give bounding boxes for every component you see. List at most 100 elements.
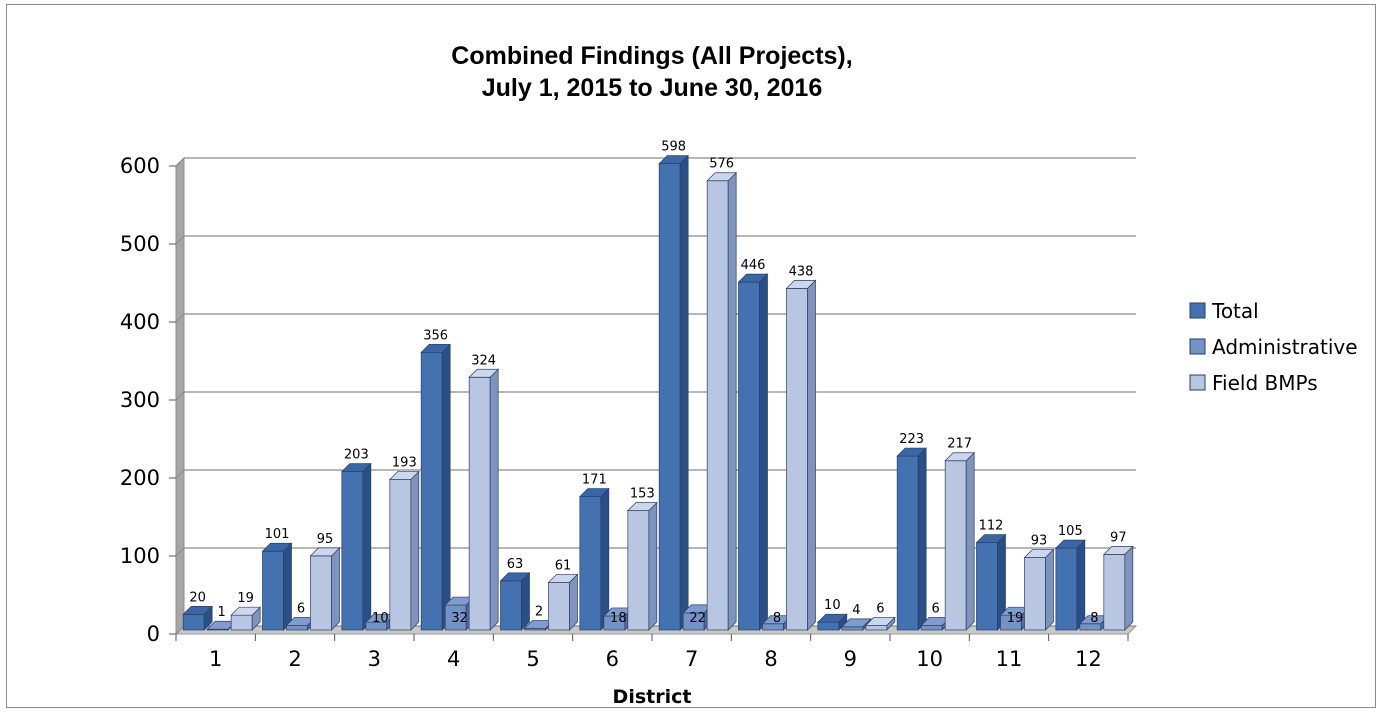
bar-top (1102, 545, 1134, 555)
bar-side (727, 171, 737, 631)
data-label: 112 (979, 519, 1004, 534)
bar-front (310, 555, 332, 631)
bar-front (627, 510, 650, 631)
data-label: 438 (789, 264, 814, 279)
data-label: 446 (741, 258, 766, 273)
bar-front (1055, 547, 1078, 631)
bar-field-bmps-district-7 (706, 171, 738, 631)
gridline-depth (175, 313, 185, 323)
bar-field-bmps-district-3 (388, 470, 420, 631)
chart-frame (6, 4, 1376, 708)
bar-front (944, 460, 967, 631)
bar-front (548, 582, 570, 631)
bar-front (658, 163, 681, 631)
x-tick-label: 12 (1075, 647, 1102, 671)
data-label: 61 (555, 558, 572, 573)
data-label: 598 (661, 140, 686, 155)
bar-side (648, 501, 658, 631)
bar-side (1045, 548, 1054, 631)
bar-total-district-6 (578, 487, 610, 631)
bar-front (286, 624, 308, 631)
bar-field-bmps-district-8 (785, 279, 817, 631)
legend-swatch (1189, 338, 1206, 355)
data-label: 19 (1007, 611, 1024, 626)
bar-total-district-2 (261, 542, 293, 631)
bar-side (965, 451, 975, 631)
bar-administrative-district-6 (602, 607, 634, 631)
data-label: 6 (297, 601, 305, 616)
y-tick-label: 200 (120, 466, 160, 490)
bar-field-bmps-district-4 (468, 368, 500, 631)
bar-top (499, 572, 531, 582)
bar-front (920, 624, 943, 631)
bar-top (896, 447, 928, 457)
gridline-depth (175, 235, 185, 245)
bar-top (468, 368, 500, 378)
chart-title: Combined Findings (All Projects), July 1… (451, 42, 852, 102)
x-tick-label: 1 (209, 647, 222, 671)
bar-field-bmps-district-5 (547, 573, 579, 631)
bar-front (738, 281, 760, 631)
data-label: 10 (372, 611, 389, 626)
bar-top (309, 547, 341, 557)
bar-front (262, 550, 284, 631)
y-tick-label: 0 (147, 622, 160, 646)
data-label: 8 (773, 611, 781, 626)
bar-top (706, 172, 738, 182)
data-label: 20 (189, 590, 206, 605)
bar-top (547, 574, 579, 583)
bar-side (759, 273, 768, 631)
legend-swatch (1189, 302, 1206, 319)
bar-top (182, 606, 214, 615)
data-label: 576 (709, 157, 734, 172)
legend-swatch (1189, 374, 1206, 391)
y-tick-label: 400 (120, 310, 160, 334)
x-tick-label: 5 (526, 647, 539, 671)
legend-label: Administrative (1212, 335, 1358, 359)
x-tick-label: 9 (844, 647, 857, 671)
legend: Total Administrative Field BMPs (1189, 299, 1358, 395)
data-label: 153 (630, 487, 655, 502)
x-tick-label: 4 (447, 647, 460, 671)
y-tick-label: 600 (120, 154, 160, 178)
data-label: 19 (237, 591, 254, 606)
bar-top (340, 463, 372, 473)
data-label: 93 (1031, 533, 1048, 548)
bar-front (817, 621, 840, 631)
bar-side (489, 368, 499, 631)
bar-field-bmps-district-1 (230, 606, 262, 631)
bar-top (816, 613, 848, 623)
data-label: 101 (265, 527, 290, 542)
bar-top (944, 452, 976, 462)
data-label: 356 (423, 328, 448, 343)
bar-front (841, 626, 864, 631)
bar-top (261, 542, 293, 552)
bar-total-district-12 (1054, 539, 1086, 631)
bar-field-bmps-district-10 (944, 451, 976, 631)
gridline-depth (175, 391, 185, 401)
bar-front (1024, 557, 1046, 631)
data-label: 203 (344, 448, 369, 463)
gridline-depth (175, 469, 185, 479)
data-label: 171 (582, 473, 607, 488)
bar-field-bmps-district-11 (1023, 548, 1055, 631)
data-label: 97 (1110, 530, 1127, 545)
data-label: 6 (932, 601, 940, 616)
x-tick-label: 11 (996, 647, 1023, 671)
bar-total-district-5 (499, 572, 531, 631)
data-label: 193 (392, 455, 417, 470)
legend-label: Total (1211, 299, 1259, 323)
bar-side (807, 279, 816, 631)
y-tick-label: 100 (120, 544, 160, 568)
bar-top (658, 155, 690, 164)
x-tick-label: 2 (288, 647, 301, 671)
data-label: 63 (507, 557, 524, 572)
bar-side (410, 470, 420, 631)
data-label: 217 (947, 437, 972, 452)
bar-top (840, 618, 872, 628)
bar-front (182, 614, 205, 631)
data-label: 4 (852, 603, 860, 618)
bar-top (230, 606, 262, 616)
bar-total-district-9 (816, 613, 848, 631)
bar-top (785, 280, 817, 289)
